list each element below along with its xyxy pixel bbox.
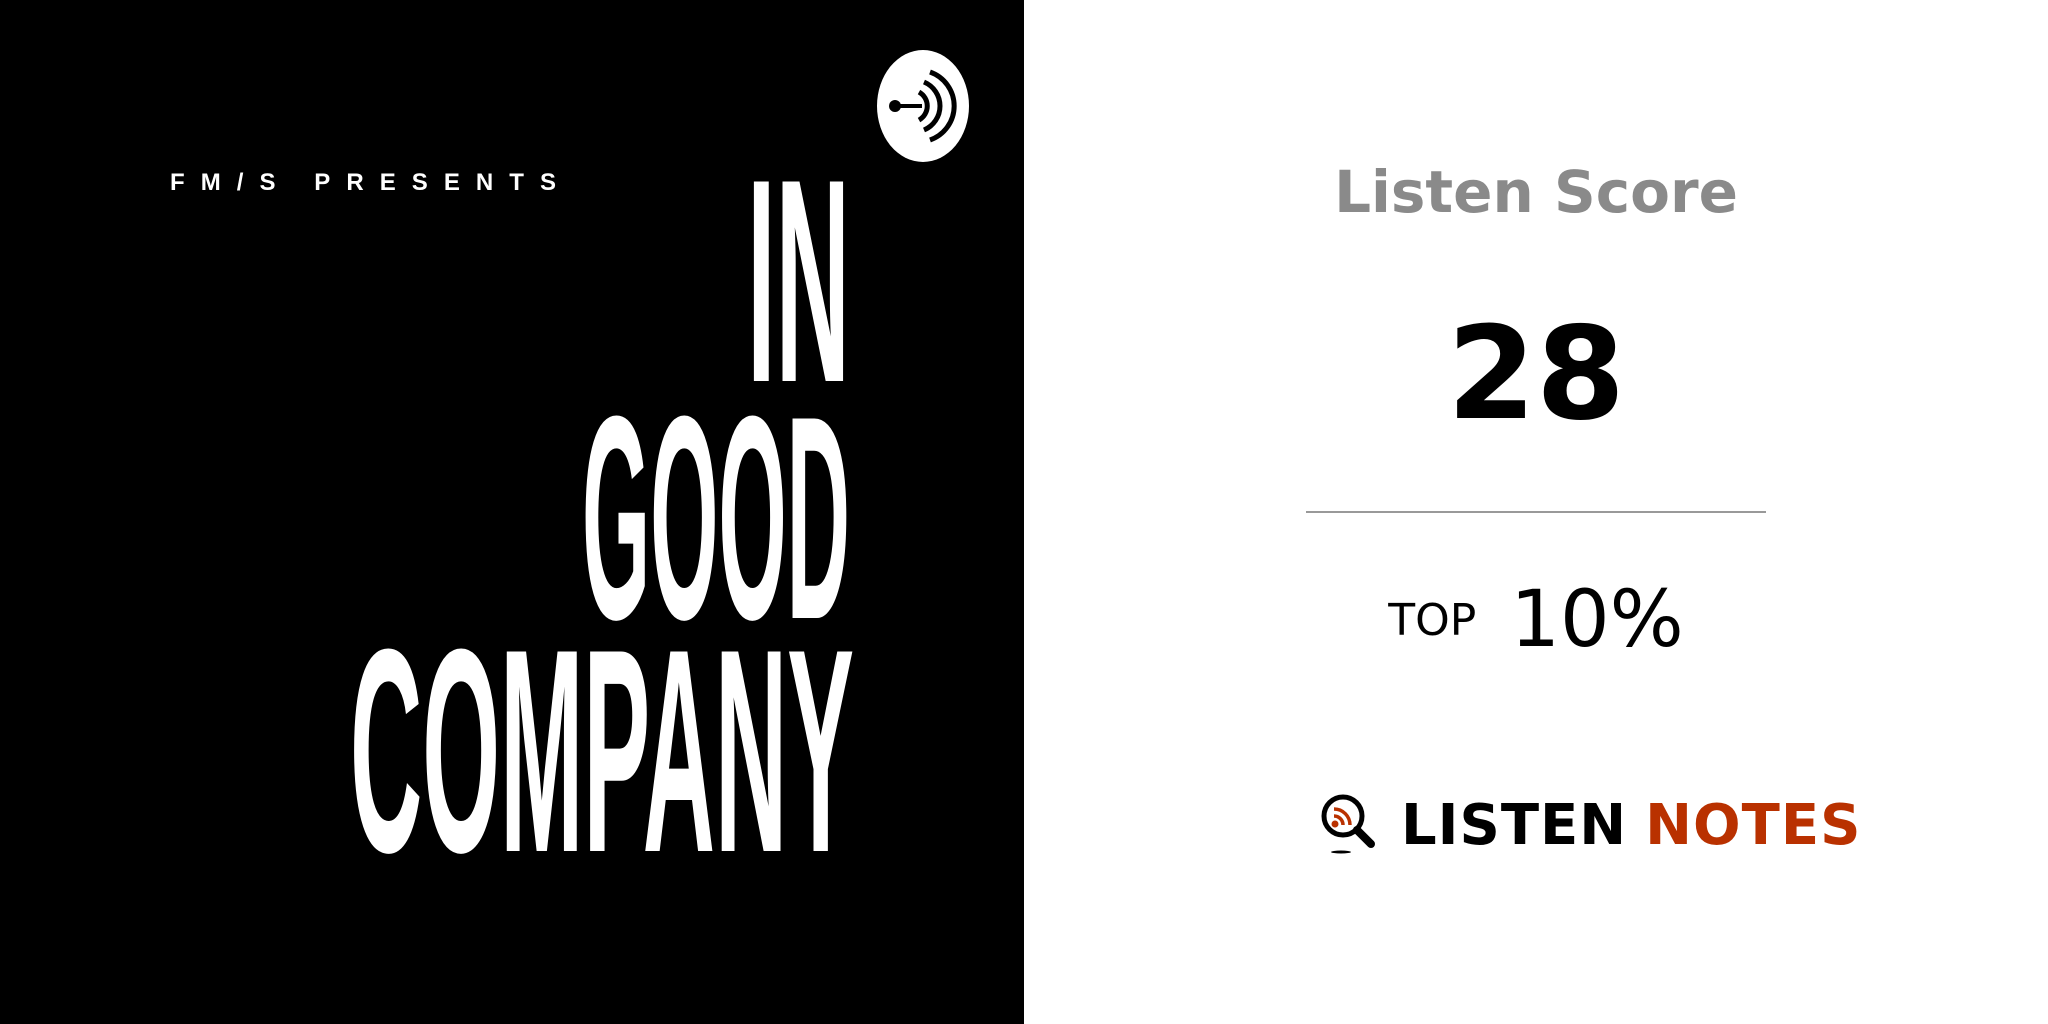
divider (1306, 511, 1766, 513)
podcast-cover-art: FM/S PRESENTS IN GOOD COMPANY (0, 0, 1024, 1024)
listen-score-panel: Listen Score 28 TOP 10% LISTEN NOTES (1024, 0, 2048, 1024)
brand-word-notes: NOTES (1645, 792, 1862, 858)
presenter-text: FM/S PRESENTS (170, 169, 556, 196)
top-label: TOP (1388, 594, 1477, 646)
top-percentile: TOP 10% (1024, 575, 2048, 665)
brand-word-listen: LISTEN (1401, 792, 1628, 858)
cover-title-line-2: GOOD (582, 356, 850, 680)
listen-score-title: Listen Score (1334, 158, 1738, 226)
listen-notes-logo: LISTEN NOTES (1319, 785, 1861, 865)
cover-title-line-1: IN (747, 119, 850, 443)
anchor-podcast-icon (877, 50, 969, 162)
top-percent: 10% (1510, 575, 1684, 665)
listen-score-value: 28 (1446, 300, 1626, 449)
magnifier-rss-icon (1321, 794, 1375, 854)
cover-title-line-3: COMPANY (350, 589, 854, 913)
